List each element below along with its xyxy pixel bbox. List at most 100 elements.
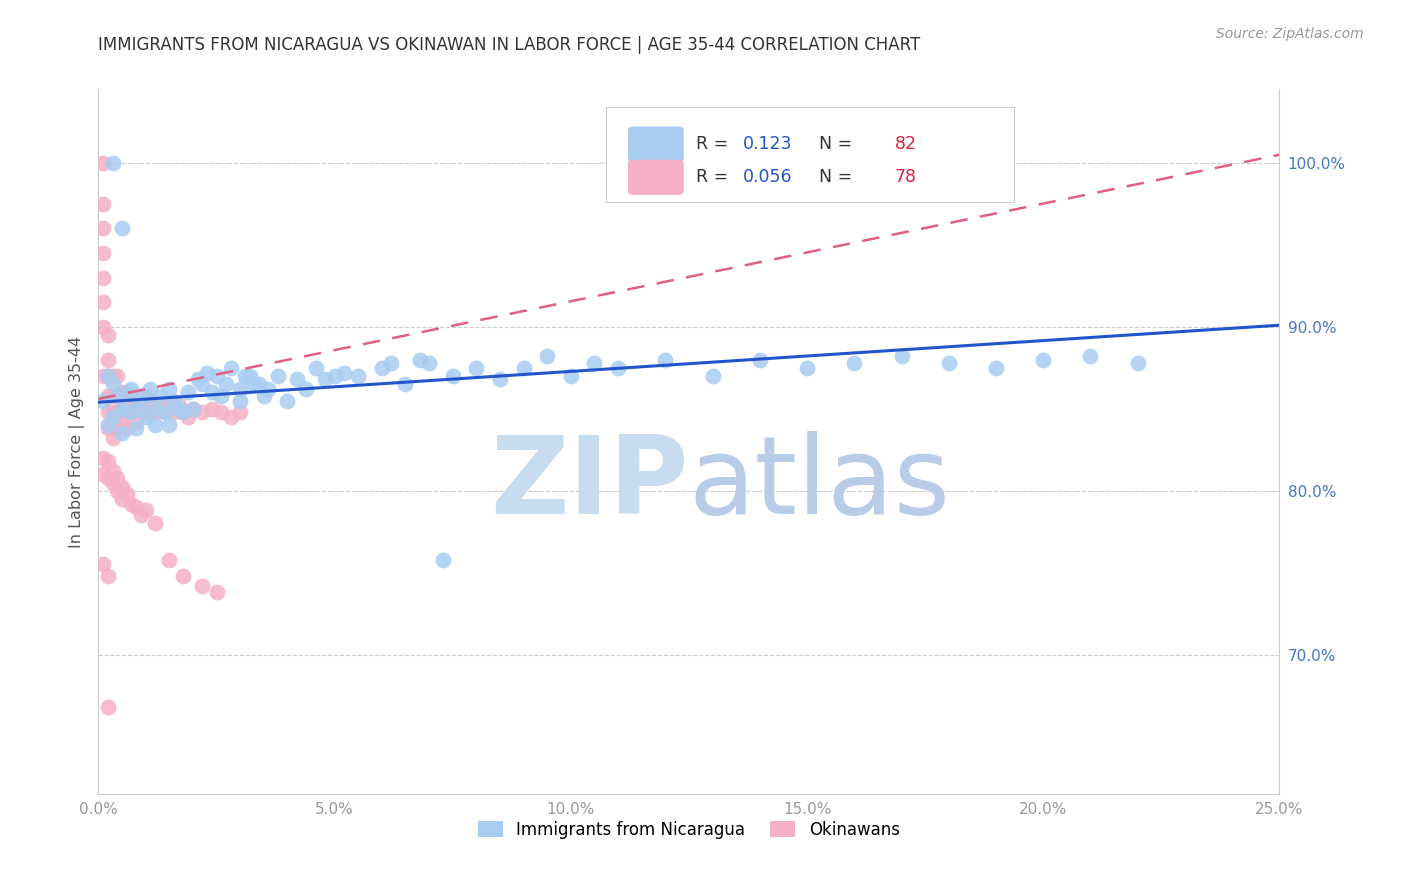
Point xyxy=(105,389,128,403)
Point xyxy=(135,389,157,403)
Point xyxy=(101,418,124,433)
Point xyxy=(121,401,143,416)
Point xyxy=(314,372,336,386)
Point xyxy=(347,369,370,384)
Point xyxy=(489,372,512,386)
Point xyxy=(149,389,172,403)
Point xyxy=(105,470,128,484)
Point xyxy=(465,360,488,375)
Point xyxy=(129,405,152,419)
Point xyxy=(157,418,180,433)
Point xyxy=(125,415,148,429)
Point xyxy=(101,475,124,490)
Point xyxy=(97,369,120,384)
Point xyxy=(607,360,630,375)
Point xyxy=(115,487,138,501)
Point xyxy=(115,385,138,400)
Point xyxy=(97,405,120,419)
Point xyxy=(844,356,866,370)
Point xyxy=(167,401,190,416)
Point xyxy=(97,700,120,714)
Legend: Immigrants from Nicaragua, Okinawans: Immigrants from Nicaragua, Okinawans xyxy=(471,814,907,846)
Point xyxy=(195,366,218,380)
Point xyxy=(97,418,120,433)
Text: 78: 78 xyxy=(894,169,917,186)
Point xyxy=(111,491,134,506)
Point xyxy=(394,377,416,392)
Point xyxy=(125,393,148,408)
Point xyxy=(105,421,128,435)
Point xyxy=(191,405,214,419)
Text: ZIP: ZIP xyxy=(491,431,689,537)
Point xyxy=(418,356,440,370)
Point xyxy=(267,369,290,384)
Point xyxy=(111,401,134,416)
Point xyxy=(219,360,242,375)
Point xyxy=(654,352,676,367)
Point xyxy=(938,356,960,370)
Point xyxy=(441,369,464,384)
Point xyxy=(135,389,157,403)
Point xyxy=(97,470,120,484)
Point xyxy=(209,405,232,419)
Point xyxy=(91,295,114,310)
Point xyxy=(172,405,194,419)
Point xyxy=(115,389,138,403)
Point xyxy=(181,401,204,416)
Point xyxy=(205,369,228,384)
Point xyxy=(101,464,124,478)
Point xyxy=(1126,356,1149,370)
Point xyxy=(125,399,148,413)
Text: IMMIGRANTS FROM NICARAGUA VS OKINAWAN IN LABOR FORCE | AGE 35-44 CORRELATION CHA: IMMIGRANTS FROM NICARAGUA VS OKINAWAN IN… xyxy=(98,36,921,54)
Point xyxy=(135,405,157,419)
Point xyxy=(163,405,186,419)
Point xyxy=(125,500,148,514)
Point xyxy=(111,221,134,235)
Point xyxy=(111,385,134,400)
Point xyxy=(101,409,124,424)
Point xyxy=(247,377,270,392)
Point xyxy=(101,377,124,392)
Point xyxy=(101,405,124,419)
Point xyxy=(253,389,276,403)
Point xyxy=(408,352,430,367)
Point xyxy=(276,393,298,408)
Point xyxy=(187,372,209,386)
Text: Source: ZipAtlas.com: Source: ZipAtlas.com xyxy=(1216,27,1364,41)
Point xyxy=(201,385,224,400)
Point xyxy=(105,389,128,403)
Point xyxy=(229,393,252,408)
Point xyxy=(172,405,194,419)
Point xyxy=(143,516,166,531)
Point xyxy=(115,421,138,435)
Text: atlas: atlas xyxy=(689,431,950,537)
Point xyxy=(167,399,190,413)
Point xyxy=(91,393,114,408)
Point xyxy=(333,366,356,380)
Point xyxy=(129,389,152,403)
Point xyxy=(101,369,124,384)
Point xyxy=(177,385,200,400)
Point xyxy=(191,377,214,392)
Point xyxy=(139,382,162,396)
Point xyxy=(135,409,157,424)
Point xyxy=(91,270,114,285)
Text: 82: 82 xyxy=(894,136,917,153)
Point xyxy=(91,156,114,170)
Point xyxy=(305,360,328,375)
Text: R =: R = xyxy=(696,169,734,186)
Point xyxy=(172,569,194,583)
Point xyxy=(121,497,143,511)
Point xyxy=(101,156,124,170)
Point xyxy=(91,467,114,482)
Text: N =: N = xyxy=(808,169,858,186)
Point xyxy=(111,401,134,416)
Point xyxy=(890,349,912,363)
Point xyxy=(323,369,346,384)
Point xyxy=(432,552,454,566)
Point xyxy=(97,389,120,403)
Point xyxy=(512,360,534,375)
Point xyxy=(163,393,186,408)
Point xyxy=(229,382,252,396)
Point xyxy=(1032,352,1054,367)
